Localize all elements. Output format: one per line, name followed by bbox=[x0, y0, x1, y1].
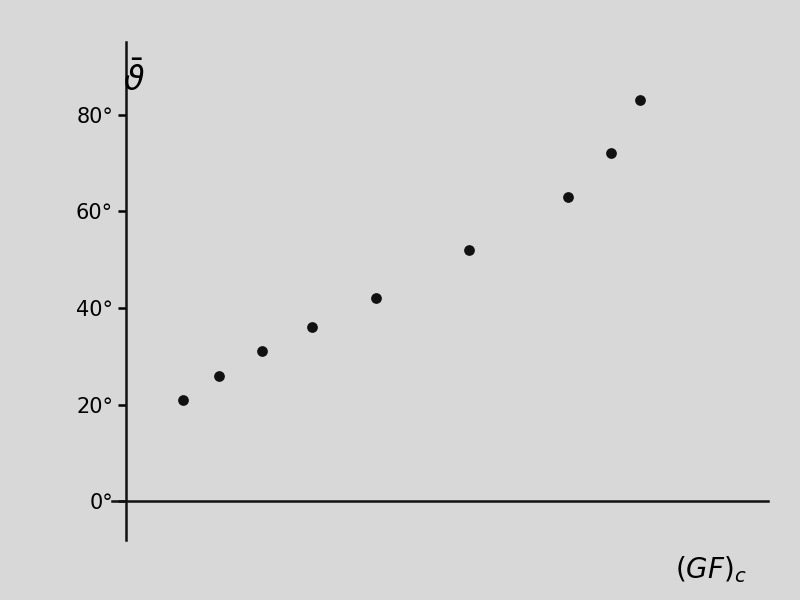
Text: $\bar{\vartheta}$: $\bar{\vartheta}$ bbox=[122, 61, 145, 98]
Text: $(GF)_c$: $(GF)_c$ bbox=[674, 554, 746, 586]
Point bbox=[562, 192, 574, 202]
Point bbox=[370, 293, 382, 303]
Point bbox=[462, 245, 475, 255]
Point bbox=[255, 347, 268, 356]
Point bbox=[177, 395, 190, 404]
Point bbox=[213, 371, 226, 380]
Point bbox=[306, 322, 318, 332]
Point bbox=[605, 148, 618, 158]
Point bbox=[634, 95, 646, 105]
